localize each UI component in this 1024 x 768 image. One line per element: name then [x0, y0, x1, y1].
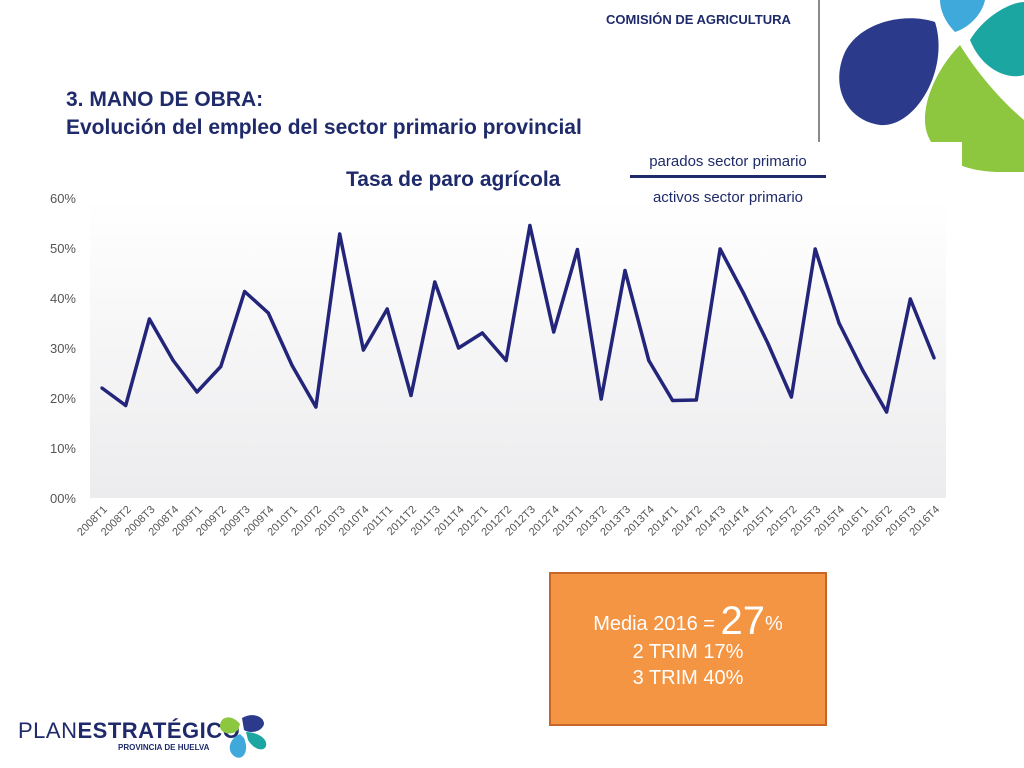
- logo-wordmark: PLANESTRATÉGICO: [18, 718, 240, 744]
- data-point: [623, 268, 627, 273]
- data-point: [433, 280, 437, 284]
- formula-numerator: parados sector primario: [649, 153, 807, 170]
- data-point: [124, 403, 128, 408]
- y-tick-label: 60%: [50, 191, 76, 206]
- average-suffix: %: [765, 613, 783, 635]
- formula-denominator: activos sector primario: [652, 189, 804, 206]
- data-point: [789, 395, 794, 399]
- series-line: [100, 223, 936, 414]
- corner-petal-blue: [839, 18, 939, 126]
- data-point: [171, 358, 175, 363]
- y-axis: 00% 10% 20% 30% 40% 50% 60%: [50, 191, 76, 506]
- y-tick-label: 10%: [50, 441, 76, 456]
- y-tick-label: 20%: [50, 391, 76, 406]
- corner-petal-sky: [940, 0, 985, 32]
- x-axis: 2008T12008T22008T32008T42009T12009T22009…: [75, 504, 942, 539]
- data-point: [147, 317, 151, 321]
- logo-text-bold: ESTRATÉGICO: [77, 718, 241, 743]
- data-point: [195, 390, 199, 394]
- organization-label: COMISIÓN DE AGRICULTURA: [606, 12, 791, 27]
- data-point: [766, 341, 770, 345]
- logo-flower-icon: [220, 715, 267, 758]
- slide-title-line1: 3. MANO DE OBRA:: [66, 88, 264, 111]
- slide-title: 3. MANO DE OBRA: Evolución del empleo de…: [66, 86, 582, 143]
- data-point: [671, 398, 675, 403]
- data-point: [861, 368, 865, 373]
- data-point: [575, 247, 580, 252]
- data-point: [266, 311, 270, 315]
- data-point: [290, 363, 294, 368]
- data-point: [457, 346, 461, 350]
- plot-area: [90, 198, 946, 498]
- data-point: [528, 223, 532, 228]
- line-chart: 00% 10% 20% 30% 40% 50% 60% 2008T12008T22008T3…: [50, 191, 946, 539]
- corner-petal-teal: [970, 2, 1024, 77]
- data-point: [504, 358, 508, 363]
- data-point: [243, 289, 247, 294]
- average-value: 27: [720, 599, 766, 643]
- logo-subtext: PROVINCIA DE HUELVA: [118, 743, 210, 752]
- data-point: [385, 307, 389, 311]
- y-tick-label: 00%: [50, 491, 76, 506]
- data-point: [480, 331, 484, 335]
- corner-mask: [820, 142, 962, 180]
- plan-estrategico-logo: PLANESTRATÉGICO PROVINCIA DE HUELVA: [18, 718, 240, 752]
- data-point: [837, 321, 841, 325]
- data-point: [552, 330, 556, 334]
- data-point: [361, 348, 365, 352]
- data-point: [409, 393, 413, 398]
- average-prefix: Media 2016 =: [593, 613, 721, 635]
- data-point: [813, 247, 817, 251]
- chart-title: Tasa de paro agrícola: [346, 168, 561, 191]
- data-point: [885, 410, 889, 414]
- data-point: [100, 386, 104, 390]
- data-point: [908, 297, 912, 301]
- average-line: Media 2016 = 27%: [551, 601, 825, 641]
- data-point: [742, 292, 746, 296]
- rate-formula: parados sector primario activos sector p…: [630, 152, 826, 208]
- corner-logo-mark: [820, 0, 1024, 180]
- data-point: [314, 405, 318, 409]
- q2-value: 2 TRIM 17%: [632, 641, 744, 663]
- data-point: [718, 247, 722, 251]
- y-tick-label: 40%: [50, 291, 76, 306]
- y-tick-label: 30%: [50, 341, 76, 356]
- q3-value: 3 TRIM 40%: [632, 667, 744, 689]
- logo-text-light: PLAN: [18, 718, 78, 743]
- header-divider: [818, 0, 820, 142]
- data-point: [647, 358, 651, 363]
- average-box: Media 2016 = 27% 2 TRIM 17% 3 TRIM 40%: [549, 572, 827, 726]
- y-tick-label: 50%: [50, 241, 76, 256]
- data-point: [599, 397, 603, 401]
- data-point: [338, 232, 342, 236]
- formula-fraction-bar: [630, 175, 826, 178]
- series-group: [100, 223, 936, 414]
- data-point: [932, 356, 936, 360]
- data-point: [694, 398, 698, 402]
- slide-title-line2: Evolución del empleo del sector primario…: [66, 116, 582, 140]
- data-point: [219, 364, 223, 369]
- corner-petal-green: [925, 45, 1024, 172]
